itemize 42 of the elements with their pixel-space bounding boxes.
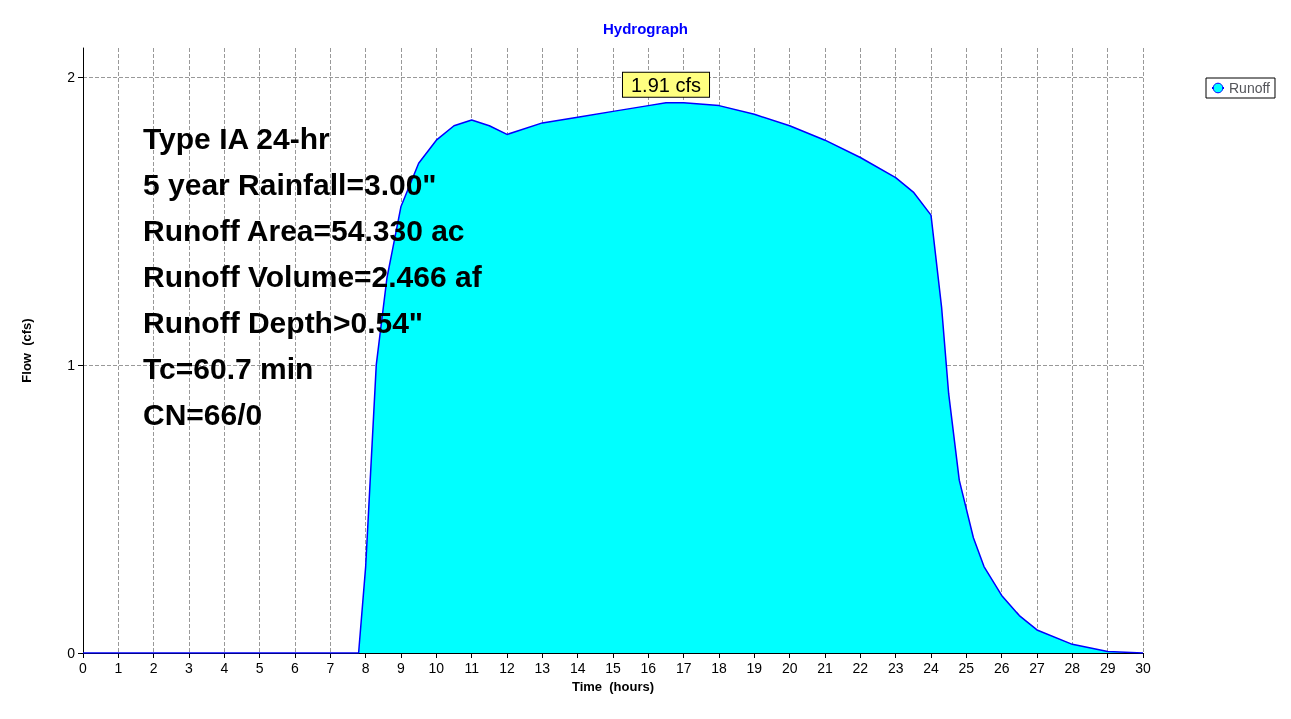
x-tick-label: 10 bbox=[428, 660, 445, 676]
x-tick-label: 6 bbox=[291, 660, 300, 676]
annotation: CN=66/0 bbox=[143, 397, 263, 431]
x-axis-title: Time (hours) bbox=[571, 678, 655, 694]
x-tick-label: 28 bbox=[1064, 660, 1081, 676]
y-tick-label: 2 bbox=[67, 68, 76, 85]
x-tick-label: 3 bbox=[185, 660, 194, 676]
x-tick-label: 20 bbox=[781, 660, 798, 676]
x-tick-label: 4 bbox=[220, 660, 229, 676]
x-tick-label: 5 bbox=[255, 660, 264, 676]
x-tick-label: 17 bbox=[675, 660, 692, 676]
x-tick-label: 11 bbox=[464, 660, 480, 676]
x-tick-label: 22 bbox=[852, 660, 869, 676]
x-tick-label: 25 bbox=[958, 660, 975, 676]
x-tick-label: 2 bbox=[149, 660, 158, 676]
x-tick-label: 16 bbox=[640, 660, 657, 676]
x-tick-label: 29 bbox=[1099, 660, 1116, 676]
x-tick-label: 7 bbox=[326, 660, 335, 676]
x-tick-label: 8 bbox=[361, 660, 370, 676]
y-axis-title: Flow (cfs) bbox=[19, 318, 34, 383]
legend-label: Runoff bbox=[1229, 80, 1271, 96]
x-tick-label: 30 bbox=[1135, 660, 1151, 676]
y-tick-label: 1 bbox=[67, 356, 76, 373]
x-tick-label: 27 bbox=[1029, 660, 1045, 676]
x-tick-label: 23 bbox=[887, 660, 904, 676]
annotation: 1.91 cfs bbox=[630, 73, 702, 96]
x-tick-label: 0 bbox=[79, 660, 88, 676]
x-tick-label: 13 bbox=[534, 660, 551, 676]
x-tick-label: 18 bbox=[711, 660, 727, 676]
x-tick-label: 9 bbox=[397, 660, 406, 676]
x-tick-label: 26 bbox=[993, 660, 1010, 676]
annotation: Type IA 24-hr bbox=[143, 121, 331, 155]
x-tick-label: 19 bbox=[746, 660, 763, 676]
x-tick-label: 12 bbox=[499, 660, 515, 676]
x-tick-label: 1 bbox=[114, 660, 123, 676]
annotation: Tc=60.7 min bbox=[143, 351, 314, 385]
y-tick-label: 0 bbox=[67, 645, 76, 661]
x-tick-label: 21 bbox=[817, 660, 833, 676]
x-tick-label: 24 bbox=[923, 660, 939, 676]
chart-title: Hydrograph bbox=[602, 20, 689, 37]
x-tick-label: 15 bbox=[605, 660, 621, 676]
x-tick-label: 14 bbox=[569, 660, 586, 676]
